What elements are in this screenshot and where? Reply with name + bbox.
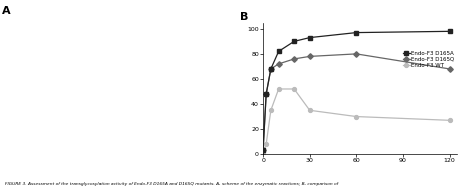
Endo-F3 WT <box>264 143 269 145</box>
Text: A: A <box>2 6 11 16</box>
Endo-F3 D165Q <box>264 93 269 95</box>
Legend: Endo-F3 D165A, Endo-F3 D165Q, Endo-F3 WT: Endo-F3 D165A, Endo-F3 D165Q, Endo-F3 WT <box>403 51 455 68</box>
Endo-F3 WT <box>292 88 297 90</box>
Line: Endo-F3 D165Q: Endo-F3 D165Q <box>261 52 452 152</box>
Endo-F3 D165Q <box>260 149 266 152</box>
Endo-F3 WT <box>260 152 266 154</box>
Endo-F3 D165Q <box>292 58 297 60</box>
Endo-F3 D165A <box>264 93 269 95</box>
Endo-F3 D165A <box>354 31 359 34</box>
Endo-F3 WT <box>354 115 359 118</box>
Endo-F3 D165Q <box>276 63 282 65</box>
Endo-F3 WT <box>447 119 453 121</box>
Line: Endo-F3 D165A: Endo-F3 D165A <box>261 29 452 152</box>
Endo-F3 D165A <box>307 36 312 39</box>
Endo-F3 D165A <box>268 68 273 70</box>
Endo-F3 D165Q <box>268 68 273 70</box>
Endo-F3 D165Q <box>307 55 312 58</box>
Endo-F3 D165A <box>447 30 453 33</box>
Endo-F3 D165A <box>276 50 282 52</box>
Endo-F3 WT <box>268 109 273 111</box>
Endo-F3 D165Q <box>447 68 453 70</box>
Line: Endo-F3 WT: Endo-F3 WT <box>261 87 452 155</box>
Text: B: B <box>240 12 248 22</box>
Endo-F3 WT <box>276 88 282 90</box>
Text: FIGURE 3. Assessment of the transglycosylation activity of Endo-F3 D165A and D16: FIGURE 3. Assessment of the transglycosy… <box>5 182 338 186</box>
Endo-F3 D165A <box>260 149 266 152</box>
Endo-F3 D165A <box>292 40 297 42</box>
Endo-F3 D165Q <box>354 53 359 55</box>
Endo-F3 WT <box>307 109 312 111</box>
